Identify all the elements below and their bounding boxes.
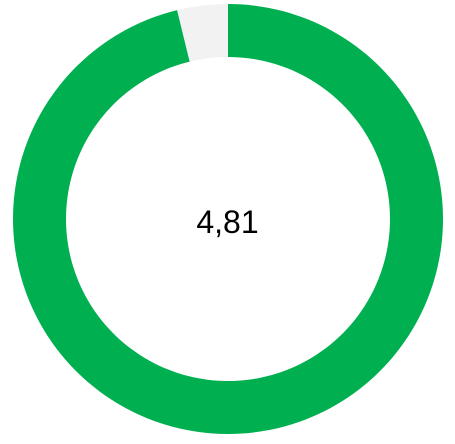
donut-slice-remainder: [177, 3, 228, 62]
donut-slice-value: [12, 4, 443, 434]
